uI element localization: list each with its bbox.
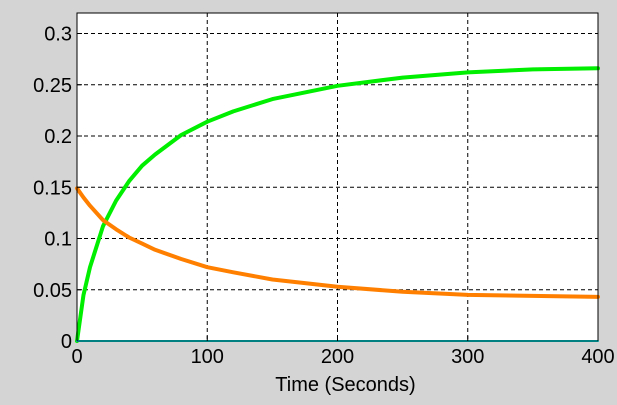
x-tick-label: 100: [191, 346, 224, 368]
y-tick-label: 0.2: [44, 126, 72, 148]
x-tick-label: 400: [581, 346, 614, 368]
y-tick-label: 0.3: [44, 24, 72, 46]
x-tick-label: 0: [71, 346, 82, 368]
y-tick-label: 0.05: [33, 280, 72, 302]
x-tick-label: 300: [451, 346, 484, 368]
x-axis-ticks: 0 100 200 300 400: [71, 336, 615, 368]
y-tick-label: 0.1: [44, 229, 72, 251]
y-tick-label: 0.25: [33, 75, 72, 97]
x-axis-title: Time (Seconds): [275, 374, 415, 396]
y-axis-ticks: 0 0.05 0.1 0.15 0.2 0.25 0.3: [33, 24, 82, 353]
x-tick-label: 200: [321, 346, 354, 368]
y-tick-label: 0.15: [33, 177, 72, 199]
series-line-2: [75, 186, 600, 299]
y-tick-label: 0: [61, 331, 72, 353]
series-line-1: [75, 66, 600, 343]
grid-lines: [77, 13, 598, 341]
